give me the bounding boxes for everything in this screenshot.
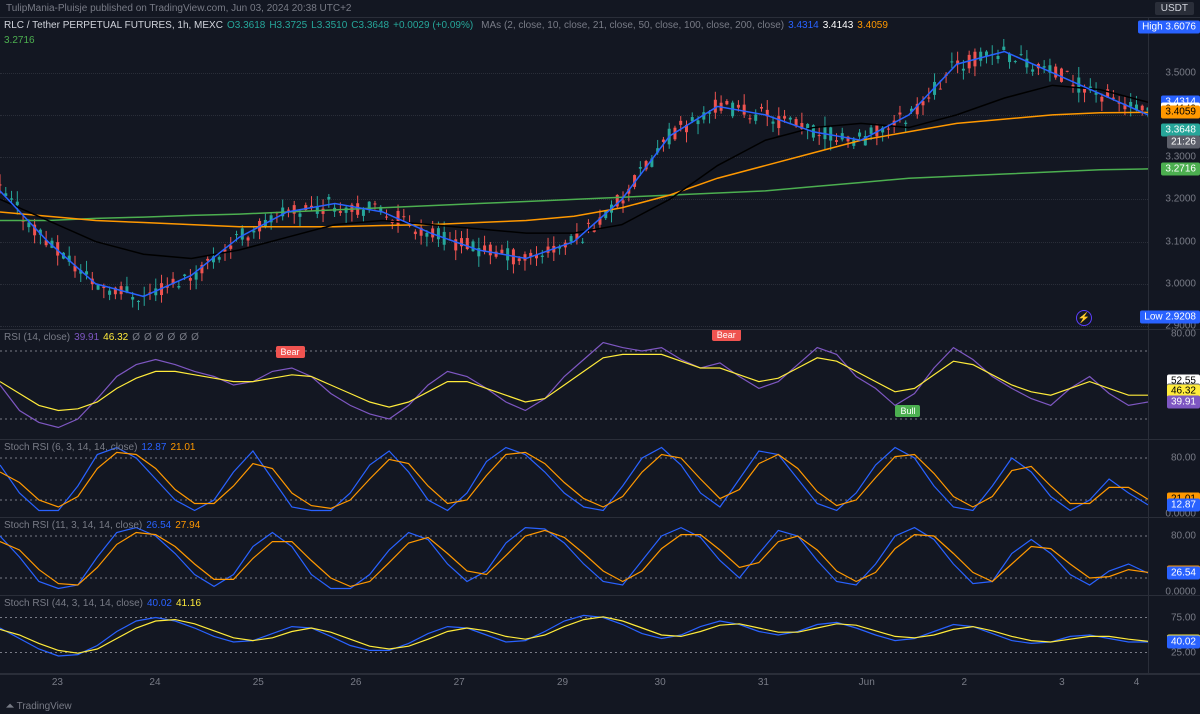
snapshot-icon[interactable]: ⚡ [1076, 310, 1092, 326]
stoch-rsi-44-pane[interactable]: Stoch RSI (44, 3, 14, 14, close) 40.02 4… [0, 596, 1200, 674]
main-chart-pane[interactable]: RLC / Tether PERPETUAL FUTURES, 1h, MEXC… [0, 18, 1200, 330]
indicator-legend: Stoch RSI (11, 3, 14, 14, close) 26.54 2… [4, 520, 200, 531]
price-tag: High 3.6076 [1138, 21, 1200, 34]
stoch-rsi-6-pane[interactable]: Stoch RSI (6, 3, 14, 14, close) 12.87 21… [0, 440, 1200, 518]
time-axis: 2324252627293031Jun234 [0, 674, 1200, 692]
stoch-rsi-11-pane[interactable]: Stoch RSI (11, 3, 14, 14, close) 26.54 2… [0, 518, 1200, 596]
y-tick: 3.5000 [1165, 67, 1196, 78]
x-tick: 29 [557, 677, 568, 688]
price-tag: 21:26 [1167, 136, 1200, 149]
tradingview-logo: ⏶ TradingView [6, 701, 72, 712]
divergence-tag: Bear [276, 346, 305, 358]
x-tick: 31 [758, 677, 769, 688]
x-tick: 24 [149, 677, 160, 688]
x-tick: Jun [859, 677, 875, 688]
price-tag: 3.2716 [1161, 163, 1200, 176]
x-tick: 4 [1134, 677, 1140, 688]
price-tag: 39.91 [1167, 396, 1200, 409]
y-tick: 80.00 [1171, 329, 1196, 340]
top-bar: TulipMania-Pluisje published on TradingV… [0, 0, 1200, 18]
y-tick: 25.00 [1171, 647, 1196, 658]
y-tick: 75.00 [1171, 612, 1196, 623]
x-tick: 25 [253, 677, 264, 688]
currency-badge: USDT [1155, 2, 1194, 15]
y-tick: 3.0000 [1165, 278, 1196, 289]
price-tag: 12.87 [1167, 498, 1200, 511]
x-tick: 26 [350, 677, 361, 688]
price-tag: 3.3648 [1161, 123, 1200, 136]
divergence-tag: Bear [712, 330, 741, 341]
y-tick: 3.1000 [1165, 236, 1196, 247]
main-legend: RLC / Tether PERPETUAL FUTURES, 1h, MEXC… [4, 20, 904, 46]
indicator-legend: Stoch RSI (44, 3, 14, 14, close) 40.02 4… [4, 598, 201, 609]
y-tick: 3.2000 [1165, 194, 1196, 205]
x-tick: 27 [454, 677, 465, 688]
price-tag: Low 2.9208 [1140, 311, 1200, 324]
price-tag: 40.02 [1167, 635, 1200, 648]
indicator-legend: RSI (14, close) 39.91 46.32 Ø Ø Ø Ø Ø Ø [4, 332, 199, 343]
divergence-tag: Bull [895, 405, 920, 417]
price-tag: 3.4059 [1161, 106, 1200, 119]
y-tick: 80.00 [1171, 531, 1196, 542]
attribution: TulipMania-Pluisje published on TradingV… [6, 3, 351, 14]
y-tick: 80.00 [1171, 453, 1196, 464]
rsi-pane[interactable]: RSI (14, close) 39.91 46.32 Ø Ø Ø Ø Ø Ø B… [0, 330, 1200, 440]
x-tick: 3 [1059, 677, 1065, 688]
x-tick: 2 [962, 677, 968, 688]
y-tick: 3.3000 [1165, 152, 1196, 163]
indicator-legend: Stoch RSI (6, 3, 14, 14, close) 12.87 21… [4, 442, 195, 453]
x-tick: 23 [52, 677, 63, 688]
x-tick: 30 [655, 677, 666, 688]
price-tag: 26.54 [1167, 567, 1200, 580]
